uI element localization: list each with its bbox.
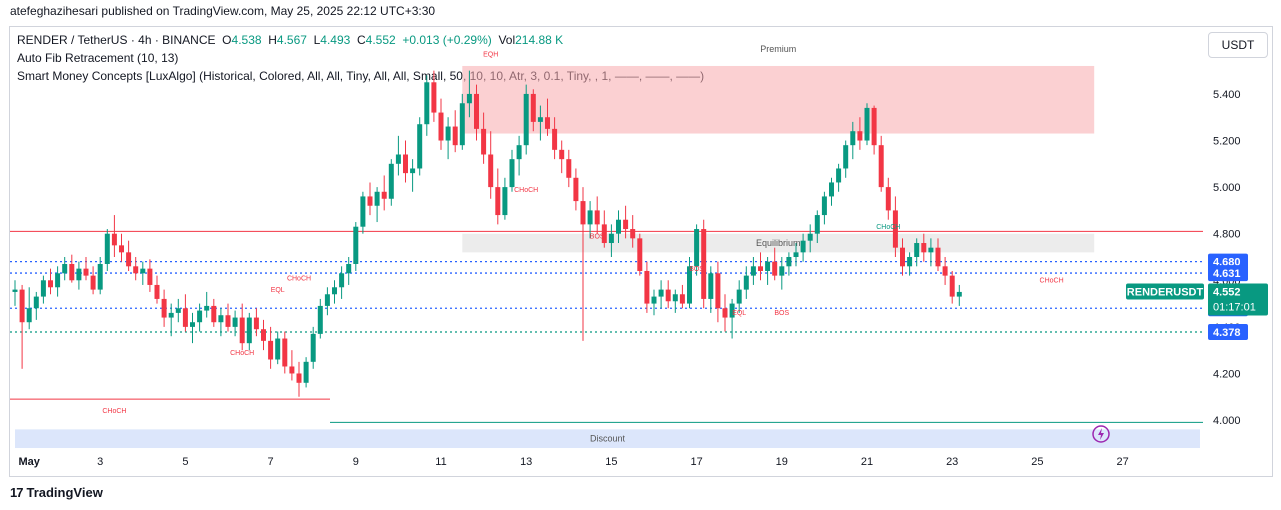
high-label: H — [268, 33, 277, 47]
volume-value: 214.88 K — [515, 33, 564, 47]
currency-button[interactable]: USDT — [1208, 32, 1268, 58]
change-value: +0.013 (+0.29%) — [402, 33, 492, 47]
symbol-legend: RENDER / TetherUS · 4h · BINANCE O4.538 … — [17, 33, 563, 47]
publisher-line: atefeghazihesari published on TradingVie… — [10, 4, 436, 18]
indicator-fib[interactable]: Auto Fib Retracement (10, 13) — [17, 51, 179, 65]
low-label: L — [313, 33, 321, 47]
low-value: 4.493 — [320, 33, 351, 47]
open-label: O — [222, 33, 232, 47]
high-value: 4.567 — [276, 33, 307, 47]
indicator-smc[interactable]: Smart Money Concepts [LuxAlgo] (Historic… — [17, 69, 705, 83]
close-label: C — [356, 33, 366, 47]
volume-label: Vol — [498, 33, 516, 47]
tradingview-footer[interactable]: 17 TradingView — [10, 485, 103, 500]
tradingview-logo-icon: 17 — [10, 485, 24, 500]
chart-frame[interactable] — [9, 26, 1273, 477]
close-value: 4.552 — [365, 33, 396, 47]
brand-name: TradingView — [26, 485, 103, 500]
open-value: 4.538 — [231, 33, 262, 47]
symbol-name[interactable]: RENDER / TetherUS · 4h · BINANCE — [17, 33, 216, 47]
